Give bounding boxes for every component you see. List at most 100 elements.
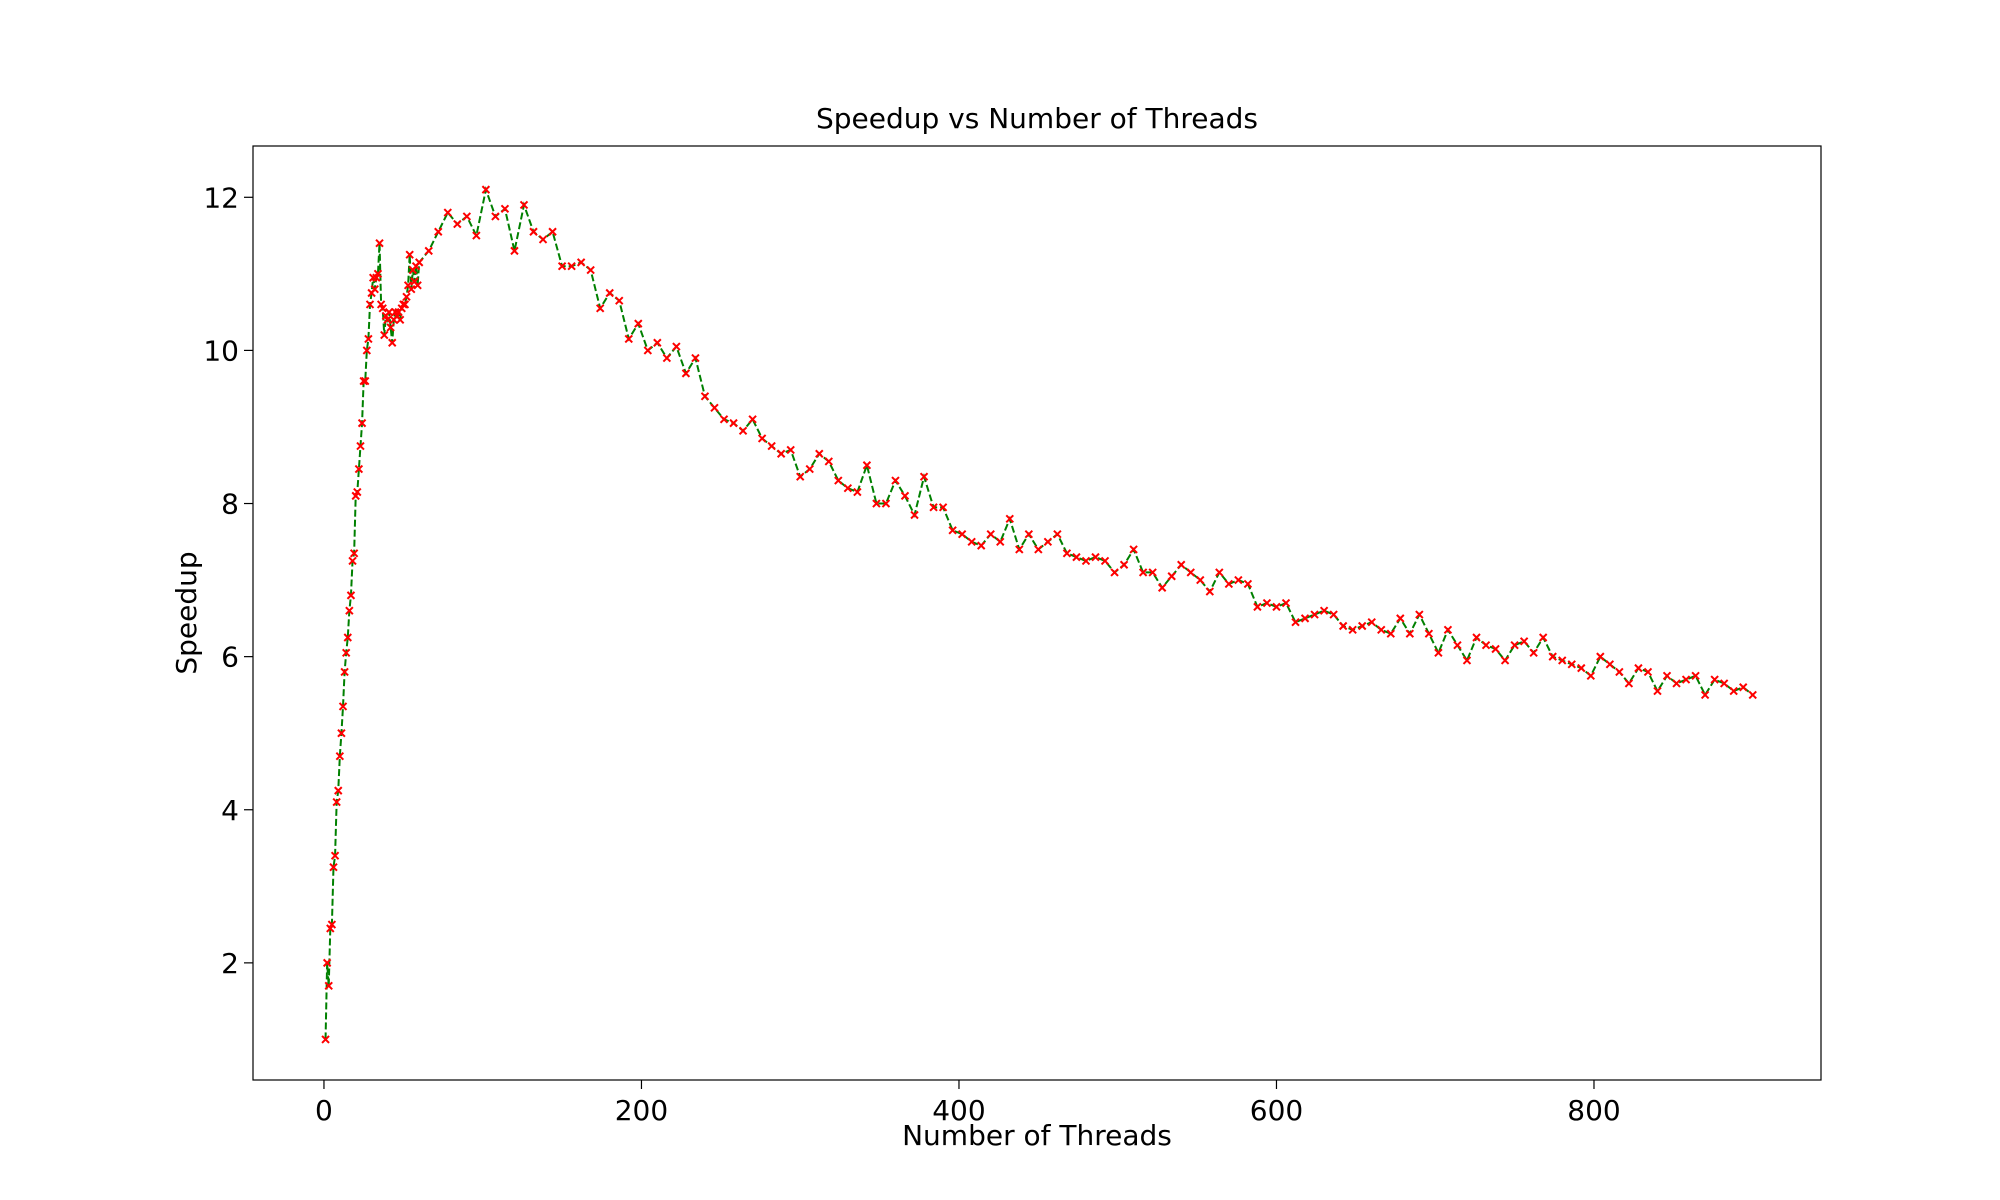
y-tick-label: 12 [203, 181, 239, 214]
data-point [386, 323, 395, 332]
data-point [1700, 690, 1710, 700]
data-point [424, 246, 433, 256]
data-point [1529, 648, 1538, 658]
data-point [384, 307, 394, 317]
data-point [1586, 671, 1596, 680]
data-point [395, 315, 405, 324]
data-point [413, 281, 422, 290]
data-point [576, 258, 586, 267]
data-point [1643, 667, 1653, 677]
data-point [1739, 683, 1748, 692]
data-line [324, 185, 1754, 1040]
data-point [354, 464, 364, 474]
data-point [1148, 568, 1157, 577]
data-point [653, 338, 662, 347]
data-point [324, 981, 333, 991]
data-point [1500, 656, 1510, 665]
data-point [1072, 552, 1081, 562]
data-point [1615, 667, 1624, 677]
data-point [1567, 660, 1576, 669]
data-point [1348, 625, 1357, 635]
y-tick-label: 8 [221, 488, 239, 521]
data-point [1319, 606, 1329, 615]
data-point [1167, 572, 1176, 581]
data-point [1234, 575, 1243, 585]
data-point [472, 231, 481, 240]
data-point [634, 319, 643, 328]
data-point [405, 250, 414, 259]
x-tick-label: 0 [315, 1094, 333, 1127]
data-point [786, 445, 795, 455]
data-point [1729, 686, 1738, 696]
data-point [548, 227, 557, 236]
data-point [321, 1035, 330, 1044]
data-point [1272, 602, 1281, 612]
data-point [340, 667, 349, 677]
data-point [1519, 637, 1529, 646]
data-point [362, 346, 372, 355]
data-point [729, 418, 738, 428]
data-point [1662, 671, 1672, 680]
data-point [748, 415, 757, 424]
data-point [322, 958, 332, 968]
data-point [337, 728, 346, 738]
data-point [345, 606, 354, 615]
data-point [967, 537, 976, 547]
data-point [910, 510, 919, 520]
data-point [383, 315, 392, 324]
x-tick-label: 200 [615, 1094, 668, 1127]
data-point [1329, 610, 1338, 619]
data-point [1177, 560, 1186, 569]
data-point [624, 334, 633, 344]
data-point [1558, 656, 1567, 665]
data-point [691, 353, 700, 363]
data-point [776, 449, 786, 458]
x-tick-label: 600 [1250, 1094, 1303, 1127]
data-point [1681, 675, 1691, 684]
data-point [1624, 679, 1634, 688]
data-point [805, 464, 814, 474]
data-point [853, 487, 862, 497]
data-point [1253, 602, 1262, 612]
data-point [491, 212, 500, 221]
data-point [538, 235, 548, 244]
data-point [1024, 529, 1034, 539]
data-point [346, 591, 356, 600]
x-tick-label: 800 [1567, 1094, 1620, 1127]
data-point [1719, 679, 1729, 688]
data-point [1196, 575, 1205, 585]
data-point [615, 296, 624, 305]
data-point [1281, 598, 1291, 608]
data-point [700, 392, 710, 401]
data-point [976, 541, 986, 550]
data-point [361, 376, 370, 386]
data-point [1748, 690, 1757, 700]
data-point [681, 369, 691, 378]
x-tick-label: 400 [932, 1094, 985, 1127]
data-point [1653, 686, 1662, 696]
data-point [1367, 617, 1376, 627]
data-point [443, 208, 452, 217]
data-point [1291, 617, 1300, 627]
data-point [567, 261, 576, 271]
data-point [1691, 671, 1700, 680]
data-point [388, 338, 397, 347]
data-point [370, 284, 379, 294]
data-point [1462, 656, 1472, 665]
data-point [349, 549, 359, 558]
data-point [1434, 648, 1443, 658]
data-point [1129, 545, 1138, 554]
data-point [1338, 621, 1348, 631]
data-point [329, 862, 338, 872]
data-point [330, 851, 340, 860]
data-point [605, 288, 614, 298]
data-point [1100, 556, 1110, 566]
data-point [1262, 598, 1272, 608]
data-point [1710, 675, 1719, 684]
data-point [662, 353, 672, 363]
plot-frame [252, 145, 1822, 1081]
data-point [327, 920, 337, 929]
data-point [1081, 556, 1091, 566]
data-point [373, 269, 383, 279]
